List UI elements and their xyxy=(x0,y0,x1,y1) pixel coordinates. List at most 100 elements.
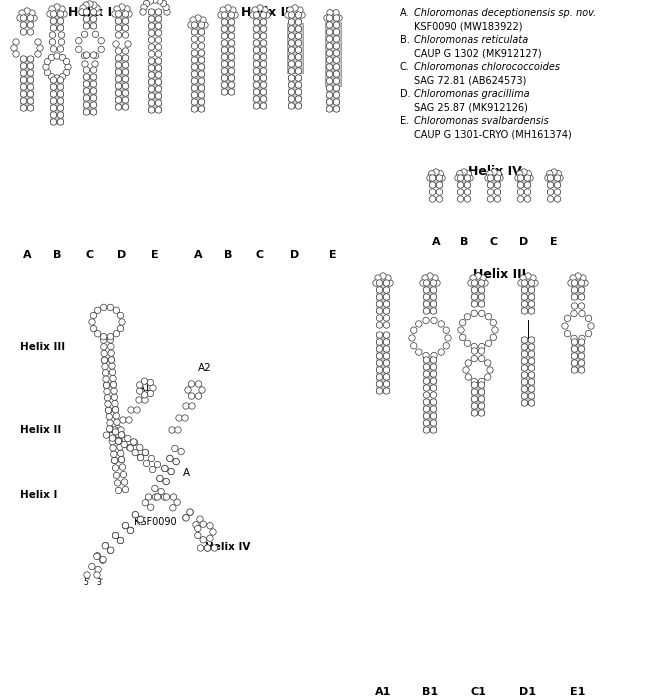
Circle shape xyxy=(557,175,563,181)
Circle shape xyxy=(260,61,267,67)
Circle shape xyxy=(326,15,333,21)
Circle shape xyxy=(468,280,474,286)
Circle shape xyxy=(83,52,90,58)
Circle shape xyxy=(383,308,390,314)
Circle shape xyxy=(57,91,64,97)
Circle shape xyxy=(147,390,153,396)
Circle shape xyxy=(150,385,156,391)
Circle shape xyxy=(457,189,463,195)
Circle shape xyxy=(102,542,109,549)
Circle shape xyxy=(333,50,340,56)
Circle shape xyxy=(116,24,122,31)
Circle shape xyxy=(122,31,129,38)
Circle shape xyxy=(288,26,295,32)
Circle shape xyxy=(288,75,295,81)
Circle shape xyxy=(90,325,97,332)
Circle shape xyxy=(21,63,27,69)
Circle shape xyxy=(157,0,163,4)
Circle shape xyxy=(94,553,100,559)
Circle shape xyxy=(288,12,295,18)
Circle shape xyxy=(83,95,90,101)
Circle shape xyxy=(457,171,463,177)
Bar xyxy=(521,280,535,314)
Circle shape xyxy=(333,64,340,70)
Circle shape xyxy=(27,29,34,35)
Circle shape xyxy=(295,82,301,88)
Circle shape xyxy=(173,459,179,465)
Circle shape xyxy=(114,6,120,13)
Circle shape xyxy=(471,280,477,286)
Circle shape xyxy=(586,331,592,337)
Circle shape xyxy=(137,454,144,461)
Circle shape xyxy=(106,407,112,414)
Text: KSF0090: KSF0090 xyxy=(133,517,177,527)
Circle shape xyxy=(464,182,471,188)
Circle shape xyxy=(262,7,268,13)
Circle shape xyxy=(326,22,333,28)
Circle shape xyxy=(416,349,422,355)
Text: Helix III: Helix III xyxy=(473,268,527,281)
Circle shape xyxy=(521,287,528,293)
Circle shape xyxy=(554,175,560,181)
Circle shape xyxy=(478,294,485,300)
Circle shape xyxy=(90,95,97,101)
Circle shape xyxy=(191,99,198,106)
Circle shape xyxy=(148,93,155,99)
Circle shape xyxy=(141,391,147,398)
Circle shape xyxy=(50,17,56,24)
Circle shape xyxy=(436,189,443,195)
Circle shape xyxy=(111,451,117,457)
Circle shape xyxy=(118,456,125,463)
Circle shape xyxy=(199,99,205,106)
Circle shape xyxy=(218,12,224,18)
Circle shape xyxy=(430,196,436,202)
Circle shape xyxy=(102,370,109,376)
Circle shape xyxy=(423,352,429,359)
Circle shape xyxy=(457,327,464,333)
Circle shape xyxy=(122,479,127,485)
Circle shape xyxy=(191,64,198,70)
Circle shape xyxy=(497,175,503,181)
Circle shape xyxy=(250,12,256,18)
Circle shape xyxy=(57,10,64,17)
Circle shape xyxy=(521,294,528,300)
Circle shape xyxy=(141,378,147,384)
Text: E1: E1 xyxy=(570,687,586,697)
Bar xyxy=(430,175,443,188)
Circle shape xyxy=(27,70,34,76)
Circle shape xyxy=(154,461,161,468)
Circle shape xyxy=(116,75,122,82)
Circle shape xyxy=(195,526,201,532)
Circle shape xyxy=(436,182,443,188)
Circle shape xyxy=(122,96,129,103)
Circle shape xyxy=(333,92,340,98)
Circle shape xyxy=(495,171,501,177)
Circle shape xyxy=(137,516,144,523)
Text: D: D xyxy=(118,250,127,260)
Circle shape xyxy=(108,547,114,554)
Text: Helix IV: Helix IV xyxy=(205,542,250,552)
Circle shape xyxy=(491,168,497,175)
Circle shape xyxy=(487,196,494,202)
Circle shape xyxy=(546,171,553,177)
Circle shape xyxy=(190,17,197,23)
Circle shape xyxy=(260,19,267,25)
Circle shape xyxy=(571,367,578,373)
Circle shape xyxy=(432,275,438,281)
Circle shape xyxy=(148,51,155,57)
Circle shape xyxy=(530,275,536,281)
Circle shape xyxy=(112,401,118,407)
Circle shape xyxy=(116,55,122,62)
Circle shape xyxy=(154,493,161,500)
Circle shape xyxy=(50,24,56,31)
Circle shape xyxy=(110,382,117,388)
Circle shape xyxy=(90,67,97,73)
Circle shape xyxy=(253,33,260,39)
Circle shape xyxy=(119,319,125,325)
Circle shape xyxy=(94,307,101,313)
Circle shape xyxy=(326,99,333,106)
Circle shape xyxy=(145,493,151,500)
Circle shape xyxy=(191,71,198,77)
Circle shape xyxy=(554,189,560,195)
Circle shape xyxy=(471,348,477,354)
